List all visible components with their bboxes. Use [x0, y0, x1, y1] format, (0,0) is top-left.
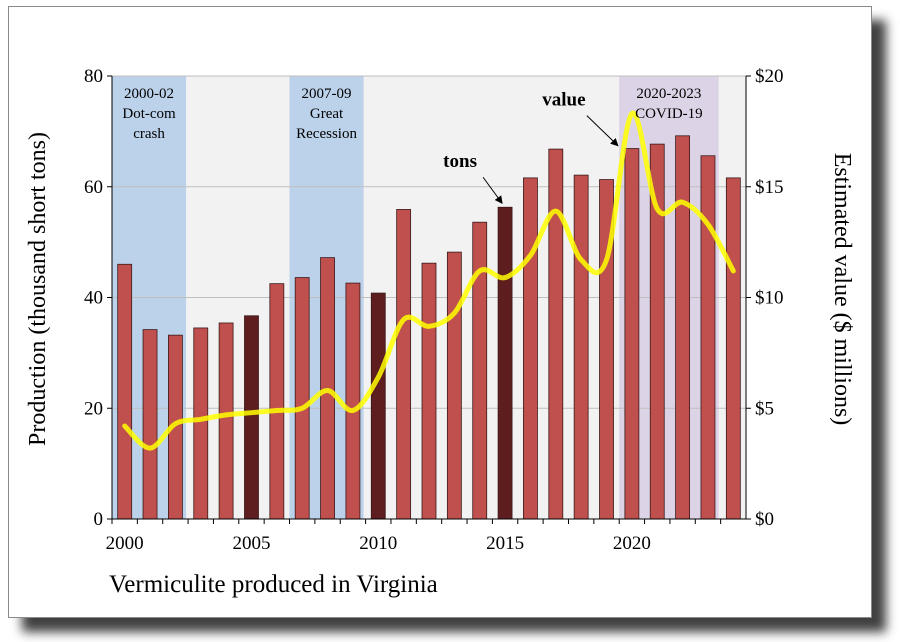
bar-2022: [675, 135, 690, 520]
x-tick-label: 2000: [106, 533, 144, 554]
shaded-period-label: 2020-2023: [636, 86, 701, 102]
bar-2006: [269, 283, 285, 520]
shaded-period-label: 2007-09: [302, 86, 352, 102]
chart-caption: Vermiculite produced in Virginia: [109, 571, 438, 598]
bar-2017: [548, 148, 564, 520]
bar-2024: [725, 177, 741, 520]
shaded-period-label: COVID-19: [635, 106, 703, 122]
value-series-line: [122, 111, 736, 451]
bar-2015: [497, 206, 513, 520]
y-tick-label-right: $0: [755, 509, 774, 530]
shaded-period-label: crash: [133, 126, 165, 142]
vermiculite-chart: 2000-02 Dot-com crash 2007-09 Great Recession…: [25, 66, 855, 598]
y-axis-title-right: Estimated value ($ millions): [829, 153, 855, 426]
axes: 0 20 40 60 80 $0 $5 $10 $15 $20 2000 2005 2010 2015 20…: [84, 66, 784, 554]
bar-2011: [396, 209, 412, 520]
x-tick-label: 2015: [486, 533, 524, 554]
annotation-value: value: [542, 90, 585, 111]
y-tick-label-right: $5: [755, 398, 774, 419]
y-tick-label-left: 40: [84, 288, 103, 309]
y-tick-label-left: 60: [84, 177, 103, 198]
shaded-period-label: 2000-02: [124, 86, 174, 102]
y-tick-label-left: 80: [84, 66, 103, 87]
tons-bars: [117, 135, 741, 520]
bar-2005: [244, 315, 259, 520]
shaded-period-label: Dot-com: [122, 106, 176, 122]
bar-2014: [472, 221, 488, 520]
annotations: tons value: [443, 90, 619, 205]
bar-2001: [142, 329, 158, 520]
annotation-arrow-tons: [482, 176, 503, 205]
bar-2023: [700, 155, 716, 520]
x-tick-label: 2005: [232, 533, 270, 554]
x-tick-label: 2010: [359, 533, 397, 554]
bar-2009: [345, 282, 361, 520]
shaded-period-labels: 2000-02 Dot-com crash 2007-09 Great Recession…: [122, 86, 702, 142]
chart-card: 2000-02 Dot-com crash 2007-09 Great Recession…: [8, 6, 872, 618]
value-line: [122, 111, 736, 451]
bar-2018: [573, 174, 589, 520]
annotation-arrow-value: [586, 115, 619, 147]
y-tick-label-right: $10: [755, 288, 784, 309]
x-tick-label: 2020: [613, 533, 651, 554]
y-tick-label-left: 20: [84, 398, 103, 419]
annotation-tons: tons: [443, 151, 477, 172]
y-tick-label-right: $20: [755, 66, 784, 87]
y-tick-label-left: 0: [94, 509, 104, 530]
y-tick-label-right: $15: [755, 177, 784, 198]
bar-2020: [624, 148, 640, 520]
bar-2012: [421, 262, 437, 520]
bar-2004: [218, 322, 234, 520]
y-axis-title-left: Production (thousand short tons): [25, 132, 51, 446]
bar-2003: [193, 327, 209, 520]
bar-2000: [117, 263, 133, 520]
bar-2016: [523, 177, 538, 520]
bar-2013: [446, 251, 462, 520]
shaded-period-label: Recession: [296, 126, 357, 142]
bar-2010: [370, 292, 386, 520]
shaded-period-label: Great: [310, 106, 344, 122]
bar-2007: [294, 277, 310, 520]
